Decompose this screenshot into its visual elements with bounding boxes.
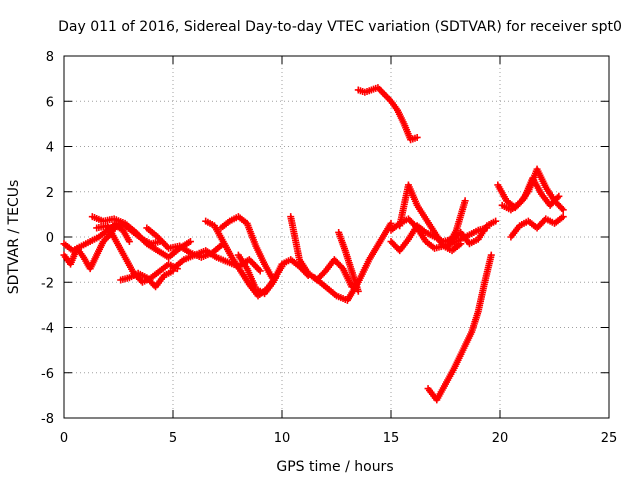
data-marks (60, 84, 567, 404)
y-tick-label: 2 (46, 186, 54, 201)
data-point (492, 217, 500, 225)
x-axis-label: GPS time / hours (276, 459, 393, 475)
trail-marker (558, 204, 566, 212)
y-tick-label: -4 (41, 322, 54, 337)
y-tick-label: -2 (41, 276, 54, 291)
y-tick-label: 0 (46, 231, 54, 246)
y-tick-label: -6 (41, 367, 54, 382)
series-arc-r (444, 197, 469, 250)
data-point (125, 238, 133, 246)
y-tick-label: 8 (46, 50, 54, 65)
series-arc-v (507, 213, 567, 241)
data-point (559, 213, 567, 221)
data-point (413, 133, 421, 141)
data-point (559, 206, 567, 214)
series-arc-l (311, 219, 395, 304)
series-arc-q (387, 217, 500, 255)
x-tick-label: 20 (492, 431, 509, 446)
data-point (354, 287, 362, 295)
y-tick-label: -8 (41, 412, 54, 427)
data-point (555, 192, 563, 200)
x-tick-label: 5 (169, 431, 177, 446)
axis-ticks: 0 5 10 15 20 25 -8 -6 -4 -2 0 2 4 6 8 (41, 50, 617, 446)
y-tick-label: 4 (46, 141, 54, 156)
data-point (256, 267, 264, 275)
series-arc-s (424, 251, 495, 404)
series-arc-m (335, 228, 362, 295)
data-point (457, 240, 465, 248)
series-arc-n (354, 84, 421, 144)
series-arc-g (169, 247, 264, 275)
data-point (387, 219, 395, 227)
series-arc-u (498, 165, 567, 214)
series-arc-e (117, 267, 177, 291)
gridlines (64, 56, 609, 418)
x-tick-label: 0 (60, 431, 68, 446)
series-arc-j (234, 251, 312, 298)
data-point (461, 197, 469, 205)
series-arc-p (396, 181, 465, 255)
data-point (186, 238, 194, 246)
x-tick-label: 25 (601, 431, 618, 446)
x-tick-label: 15 (383, 431, 400, 446)
data-point (487, 251, 495, 259)
chart-title: Day 011 of 2016, Sidereal Day-to-day VTE… (58, 19, 622, 35)
trail-marker (338, 263, 346, 271)
y-tick-label: 6 (46, 95, 54, 110)
y-axis-label: SDTVAR / TECUs (6, 180, 22, 295)
x-tick-label: 10 (274, 431, 291, 446)
series-arc-c (88, 213, 194, 261)
